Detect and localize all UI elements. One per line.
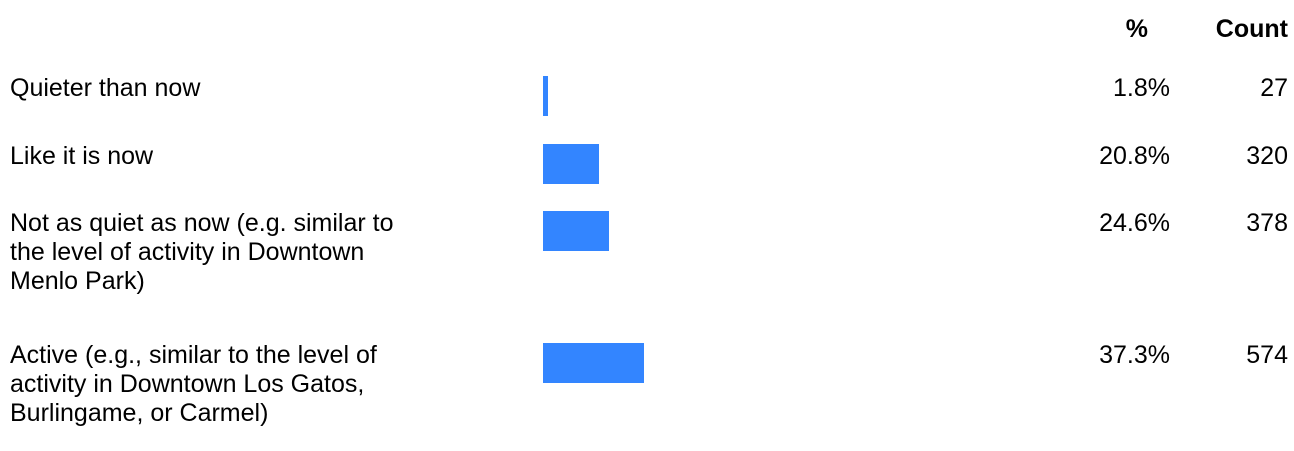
percent-column-header: % [1125, 15, 1148, 43]
bar-track [543, 76, 813, 116]
percent-value: 20.8% [1099, 142, 1170, 170]
bar [543, 343, 644, 383]
percent-value: 1.8% [1113, 74, 1170, 102]
count-value: 378 [1246, 209, 1288, 237]
count-column-header: Count [1215, 15, 1288, 43]
percent-value: 37.3% [1099, 341, 1170, 369]
row-label: Quieter than now [10, 74, 201, 102]
bar [543, 211, 610, 251]
bar-track [543, 211, 813, 251]
bar-track [543, 343, 813, 383]
count-value: 574 [1246, 341, 1288, 369]
bar [543, 144, 600, 184]
bar [543, 76, 548, 116]
row-label: Like it is now [10, 142, 154, 170]
count-value: 27 [1260, 74, 1288, 102]
count-value: 320 [1246, 142, 1288, 170]
percent-value: 24.6% [1099, 209, 1170, 237]
row-label: Active (e.g., similar to the level of ac… [10, 341, 377, 427]
bar-track [543, 144, 813, 184]
row-label: Not as quiet as now (e.g. similar to the… [10, 209, 394, 295]
